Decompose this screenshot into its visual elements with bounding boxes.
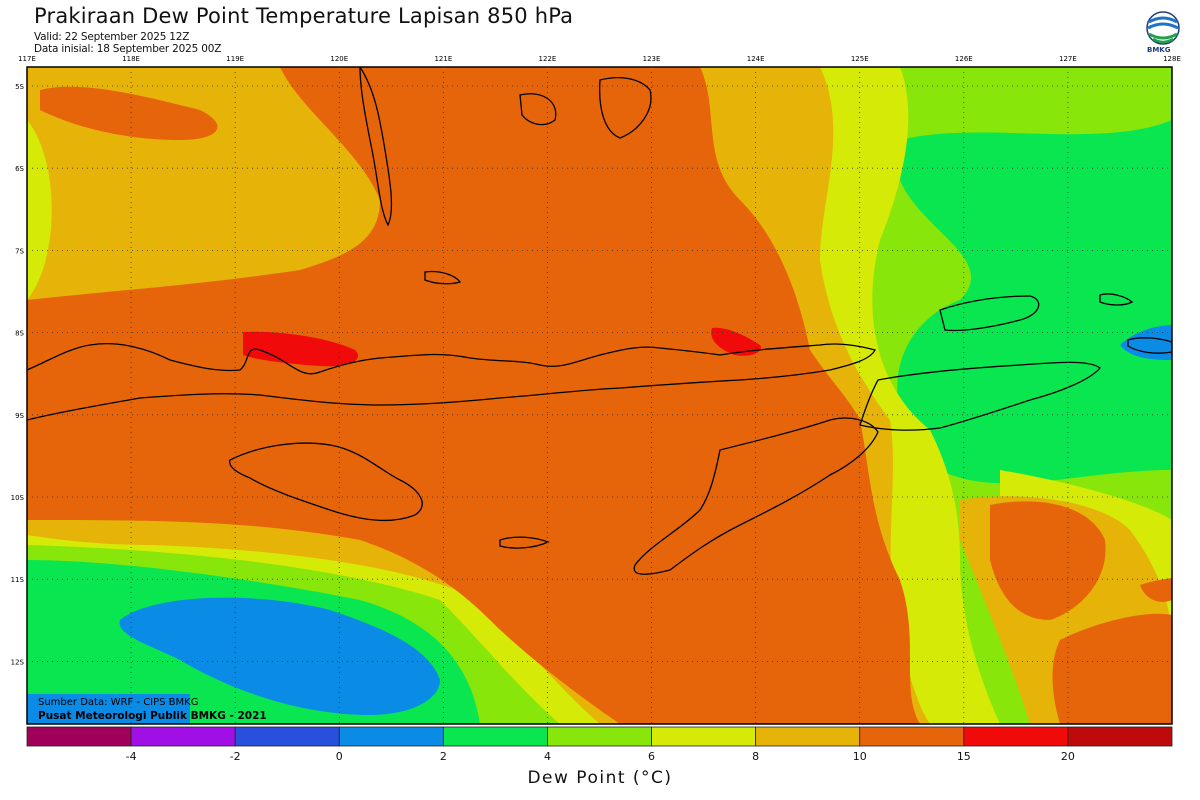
- colorbar-swatch: [26, 726, 132, 747]
- colorbar-tick-label: 4: [543, 750, 551, 763]
- latitude-label: 5S: [15, 83, 24, 91]
- organization-credit: Pusat Meteorologi Publik BMKG - 2021: [38, 710, 267, 722]
- longitude-label: 125E: [851, 55, 869, 63]
- colorbar-swatch: [547, 726, 652, 747]
- colorbar-tick-label: -2: [229, 750, 241, 763]
- longitude-label: 120E: [330, 55, 348, 63]
- colorbar-swatch: [442, 726, 548, 747]
- colorbar-tick-label: -4: [125, 750, 137, 763]
- longitude-label: 118E: [122, 55, 140, 63]
- valid-time: Valid: 22 September 2025 12Z: [34, 31, 190, 43]
- colorbar-title: Dew Point (°C): [527, 768, 673, 788]
- colorbar-tick-label: 15: [956, 750, 971, 763]
- longitude-label: 124E: [747, 55, 765, 63]
- colorbar-tick-label: 10: [852, 750, 867, 763]
- colorbar-swatch: [755, 726, 861, 747]
- bmkg-logo-icon: [1146, 11, 1180, 45]
- latitude-label: 9S: [15, 412, 24, 420]
- colorbar-tick-label: 2: [439, 750, 447, 763]
- colorbar-tick-label: 0: [335, 750, 343, 763]
- map-title: Prakiraan Dew Point Temperature Lapisan …: [34, 4, 574, 28]
- colorbar-tick-label: 8: [752, 750, 760, 763]
- longitude-labels: 117E 118E 119E 120E 121E 122E 123E 124E 125E 126E…: [18, 55, 1181, 63]
- colorbar: [26, 726, 1173, 747]
- dewpoint-field: [27, 67, 1172, 724]
- longitude-label: 119E: [226, 55, 244, 63]
- latitude-labels: 5S 6S 7S 8S 9S 10S 11S 12S: [11, 83, 25, 666]
- colorbar-swatch: [234, 726, 340, 747]
- longitude-label: 121E: [434, 55, 452, 63]
- longitude-label: 127E: [1059, 55, 1077, 63]
- colorbar-swatch: [130, 726, 236, 747]
- colorbar-swatch: [859, 726, 965, 747]
- latitude-label: 10S: [11, 494, 25, 502]
- latitude-label: 11S: [11, 576, 25, 584]
- colorbar-swatch: [963, 726, 1069, 747]
- latitude-label: 6S: [15, 165, 24, 173]
- longitude-label: 122E: [539, 55, 557, 63]
- colorbar-tick-label: 20: [1060, 750, 1075, 763]
- colorbar-swatch: [338, 726, 444, 747]
- data-source-credit: Sumber Data: WRF - CIPS BMKG: [38, 697, 199, 708]
- colorbar-swatch: [1067, 726, 1173, 747]
- colorbar-swatch: [651, 726, 757, 747]
- longitude-label: 123E: [643, 55, 661, 63]
- colorbar-tick-label: 6: [648, 750, 656, 763]
- latitude-label: 7S: [15, 247, 24, 255]
- latitude-label: 8S: [15, 330, 24, 338]
- latitude-label: 12S: [11, 658, 25, 666]
- map-frame: [26, 66, 1173, 725]
- longitude-label: 128E: [1163, 55, 1181, 63]
- logo-text: BMKG: [1147, 46, 1171, 54]
- initial-time: Data inisial: 18 September 2025 00Z: [34, 43, 222, 55]
- longitude-label: 117E: [18, 55, 36, 63]
- coastline: [27, 67, 1172, 575]
- graticule: [27, 67, 1172, 724]
- longitude-label: 126E: [955, 55, 973, 63]
